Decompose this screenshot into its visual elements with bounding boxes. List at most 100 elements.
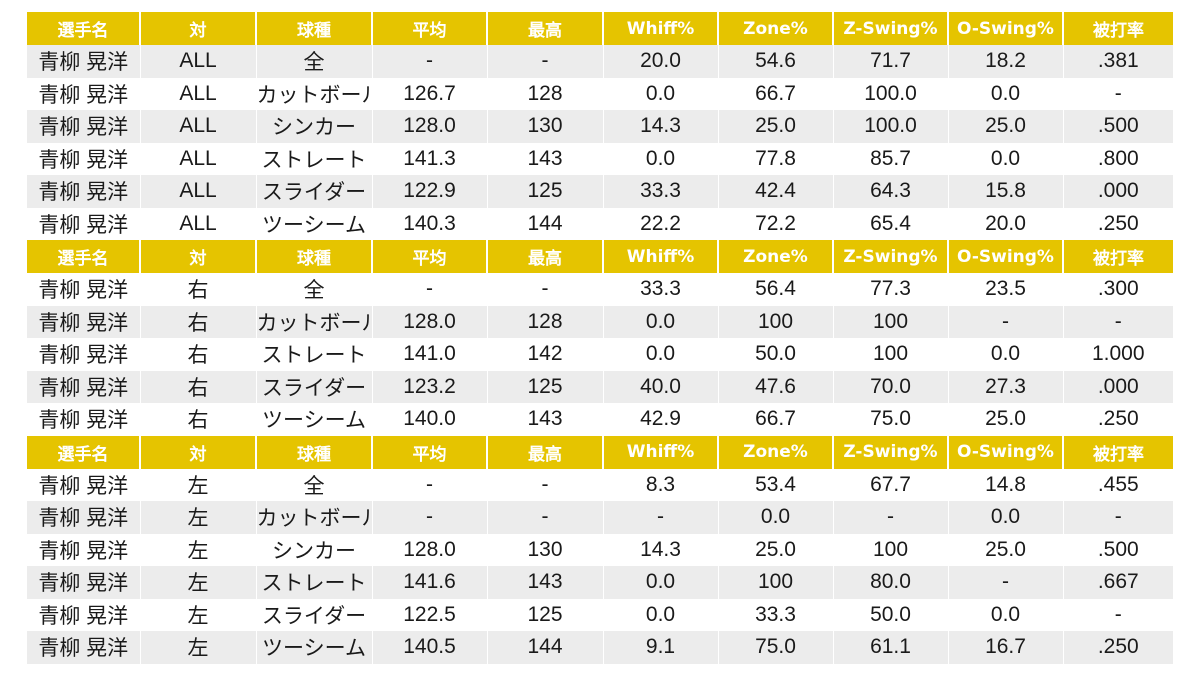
cell-whiff-pct: 9.1: [603, 631, 719, 664]
cell-player-name: 青柳 晃洋: [27, 370, 141, 403]
cell-o-swing-pct: 16.7: [948, 631, 1064, 664]
cell-o-swing-pct: 0.0: [948, 598, 1064, 631]
cell-zone-pct: 25.0: [718, 533, 834, 566]
cell-batter-side: 左: [140, 468, 257, 501]
cell-o-swing-pct: 25.0: [948, 533, 1064, 566]
cell-batting-avg-against: .000: [1063, 175, 1173, 208]
cell-o-swing-pct: 23.5: [948, 273, 1064, 306]
cell-z-swing-pct: 100.0: [833, 77, 949, 110]
cell-z-swing-pct: 65.4: [833, 207, 949, 240]
cell-max-velocity: 143: [487, 142, 604, 175]
cell-batting-avg-against: 1.000: [1063, 338, 1173, 371]
header-max-velocity: 最高: [487, 435, 604, 469]
cell-batter-side: ALL: [140, 77, 257, 110]
cell-pitch-type: ツーシーム: [256, 631, 373, 664]
cell-pitch-type: カットボール: [256, 77, 373, 110]
header-avg-velocity: 平均: [372, 435, 488, 469]
cell-batting-avg-against: .667: [1063, 566, 1173, 599]
header-zone-pct: Zone%: [718, 12, 834, 45]
cell-batter-side: 左: [140, 533, 257, 566]
cell-pitch-type: ツーシーム: [256, 403, 373, 436]
cell-whiff-pct: 22.2: [603, 207, 719, 240]
cell-zone-pct: 33.3: [718, 598, 834, 631]
cell-batting-avg-against: .250: [1063, 631, 1173, 664]
cell-max-velocity: -: [487, 468, 604, 501]
pitch-stats-table: 選手名対球種 平均 最高 Whiff% Zone% Z-Swing% O-Swing% 被打率…: [27, 12, 1173, 664]
cell-zone-pct: 56.4: [718, 273, 834, 306]
cell-zone-pct: 66.7: [718, 403, 834, 436]
header-z-swing-pct: Z-Swing%: [833, 12, 949, 45]
cell-z-swing-pct: 61.1: [833, 631, 949, 664]
cell-max-velocity: 128: [487, 77, 604, 110]
cell-o-swing-pct: 0.0: [948, 501, 1064, 534]
header-o-swing-pct: O-Swing%: [948, 12, 1064, 45]
table-row: 青柳 晃洋 ALL 全 - -20.0 54.6 71.7 18.2.381: [27, 45, 1173, 78]
cell-player-name: 青柳 晃洋: [27, 598, 141, 631]
cell-zone-pct: 100: [718, 566, 834, 599]
cell-max-velocity: 128: [487, 305, 604, 338]
cell-batter-side: 左: [140, 566, 257, 599]
cell-avg-velocity: 140.0: [372, 403, 488, 436]
cell-avg-velocity: 128.0: [372, 110, 488, 143]
cell-batter-side: 左: [140, 631, 257, 664]
cell-o-swing-pct: 14.8: [948, 468, 1064, 501]
cell-batter-side: 右: [140, 305, 257, 338]
cell-batter-side: 右: [140, 403, 257, 436]
cell-avg-velocity: -: [372, 45, 488, 78]
cell-batting-avg-against: .800: [1063, 142, 1173, 175]
header-max-velocity: 最高: [487, 240, 604, 273]
table-row: 青柳 晃洋左ツーシーム 140.5 144 9.1 75.0 61.1 16.7.250: [27, 631, 1173, 664]
header-row: 選手名対球種 平均 最高 Whiff% Zone% Z-Swing% O-Swing% 被打率: [27, 12, 1173, 45]
cell-z-swing-pct: 100: [833, 338, 949, 371]
header-o-swing-pct: O-Swing%: [948, 240, 1064, 273]
cell-zone-pct: 54.6: [718, 45, 834, 78]
table-row: 青柳 晃洋右スライダー 123.2 125 40.0 47.6 70.0 27.3.000: [27, 370, 1173, 403]
cell-avg-velocity: 140.5: [372, 631, 488, 664]
header-avg-velocity: 平均: [372, 12, 488, 45]
cell-whiff-pct: 0.0: [603, 305, 719, 338]
cell-o-swing-pct: 15.8: [948, 175, 1064, 208]
table-row: 青柳 晃洋左ストレート 141.6 143 0.0 100 80.0- .667: [27, 566, 1173, 599]
header-player-name: 選手名: [27, 240, 141, 273]
cell-batting-avg-against: .250: [1063, 207, 1173, 240]
table-row: 青柳 晃洋左スライダー 122.5 125 0.0 33.3 50.0 0.0-: [27, 598, 1173, 631]
cell-batting-avg-against: .250: [1063, 403, 1173, 436]
cell-avg-velocity: 140.3: [372, 207, 488, 240]
cell-batting-avg-against: .300: [1063, 273, 1173, 306]
cell-batting-avg-against: -: [1063, 305, 1173, 338]
cell-max-velocity: 125: [487, 175, 604, 208]
cell-whiff-pct: 40.0: [603, 370, 719, 403]
cell-whiff-pct: 33.3: [603, 175, 719, 208]
cell-max-velocity: -: [487, 501, 604, 534]
cell-max-velocity: 144: [487, 207, 604, 240]
header-batting-avg-against: 被打率: [1063, 435, 1173, 469]
table-row: 青柳 晃洋 ALL ストレート 141.3 143 0.0 77.8 85.7 0.0.800: [27, 142, 1173, 175]
cell-avg-velocity: -: [372, 273, 488, 306]
cell-max-velocity: -: [487, 45, 604, 78]
cell-player-name: 青柳 晃洋: [27, 207, 141, 240]
table-row: 青柳 晃洋左カットボール - - -0.0-0.0-: [27, 501, 1173, 534]
cell-batter-side: 左: [140, 501, 257, 534]
cell-z-swing-pct: 80.0: [833, 566, 949, 599]
cell-pitch-type: スライダー: [256, 175, 373, 208]
cell-player-name: 青柳 晃洋: [27, 533, 141, 566]
cell-max-velocity: 143: [487, 403, 604, 436]
cell-avg-velocity: 122.9: [372, 175, 488, 208]
cell-player-name: 青柳 晃洋: [27, 468, 141, 501]
cell-pitch-type: 全: [256, 468, 373, 501]
cell-z-swing-pct: 85.7: [833, 142, 949, 175]
cell-avg-velocity: 123.2: [372, 370, 488, 403]
cell-player-name: 青柳 晃洋: [27, 338, 141, 371]
header-pitch-type: 球種: [256, 435, 373, 469]
header-zone-pct: Zone%: [718, 240, 834, 273]
cell-zone-pct: 72.2: [718, 207, 834, 240]
cell-whiff-pct: 14.3: [603, 110, 719, 143]
table-row: 青柳 晃洋右全 - -33.3 56.4 77.3 23.5.300: [27, 273, 1173, 306]
cell-zone-pct: 25.0: [718, 110, 834, 143]
cell-zone-pct: 100: [718, 305, 834, 338]
cell-player-name: 青柳 晃洋: [27, 566, 141, 599]
cell-z-swing-pct: 100: [833, 305, 949, 338]
header-pitch-type: 球種: [256, 240, 373, 273]
cell-z-swing-pct: 67.7: [833, 468, 949, 501]
cell-batter-side: 左: [140, 598, 257, 631]
